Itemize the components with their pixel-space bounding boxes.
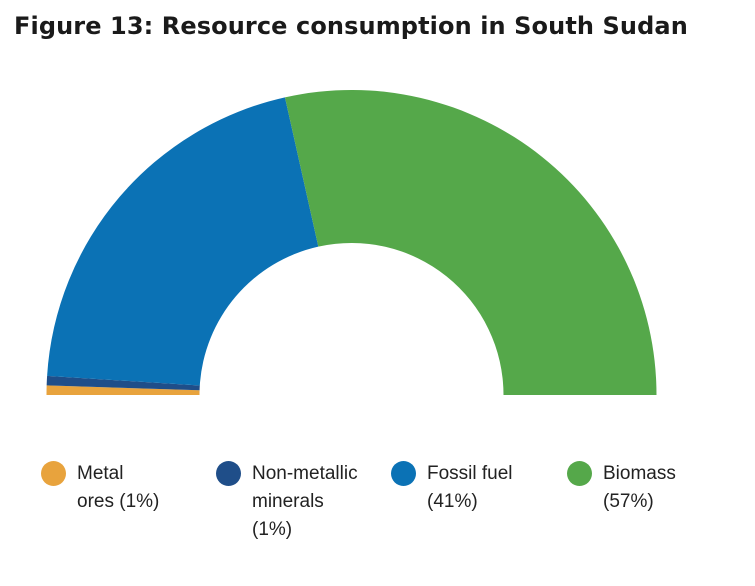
legend-swatch-fossil-fuel: [391, 461, 416, 486]
legend-swatch-biomass: [567, 461, 592, 486]
legend-item-fossil-fuel: Fossil fuel (41%): [391, 460, 513, 516]
legend-label-fossil-fuel: Fossil fuel (41%): [427, 463, 513, 512]
legend-label-non-metallic-minerals: Non-metallic minerals (1%): [252, 463, 358, 540]
slice-metal-ores: [46, 385, 200, 395]
legend-label-biomass: Biomass (57%): [603, 463, 676, 512]
legend-item-biomass: Biomass (57%): [567, 460, 676, 516]
slice-biomass: [284, 90, 657, 396]
chart-title: Figure 13: Resource consumption in South…: [14, 12, 688, 40]
legend-swatch-metal-ores: [41, 461, 66, 486]
legend-label-metal-ores: Metal ores (1%): [77, 463, 160, 512]
slice-fossil-fuel: [47, 97, 319, 386]
legend-item-non-metallic-minerals: Non-metallic minerals (1%): [216, 460, 358, 544]
legend-item-metal-ores: Metal ores (1%): [41, 460, 159, 516]
legend-swatch-non-metallic-minerals: [216, 461, 241, 486]
slice-non-metallic-minerals: [46, 375, 200, 391]
